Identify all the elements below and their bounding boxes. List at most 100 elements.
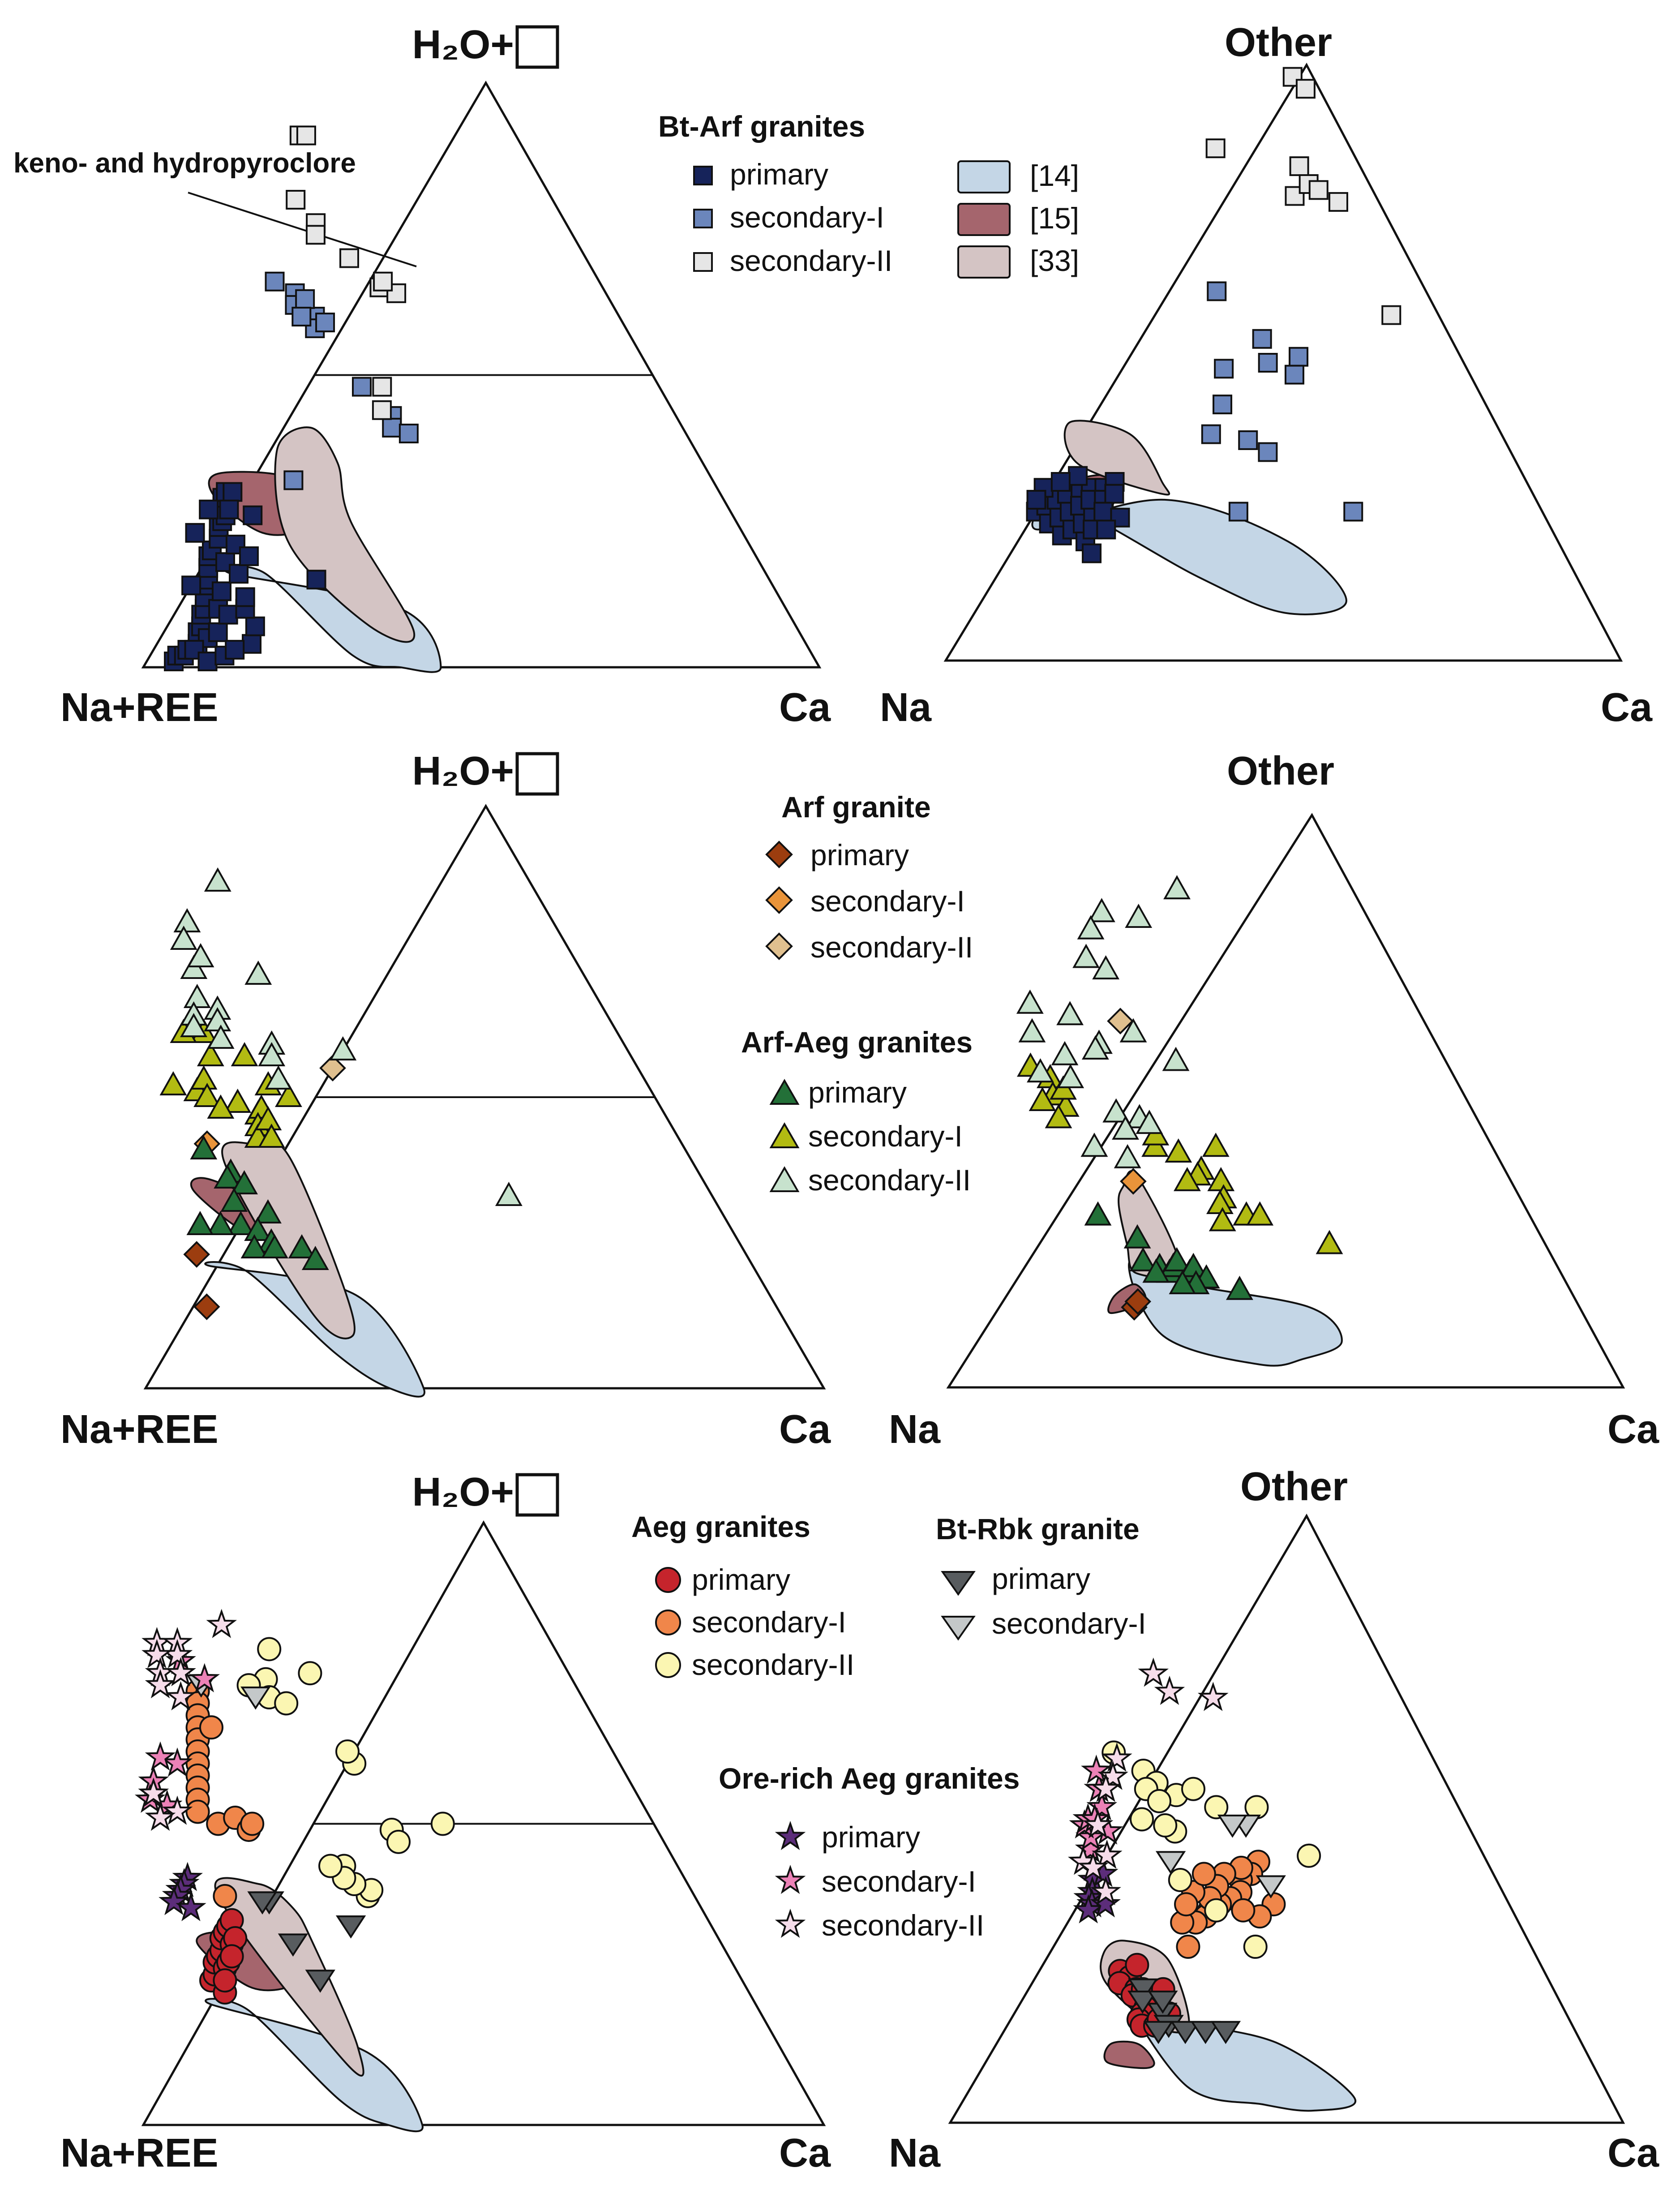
legend-label: secondary-I <box>810 884 965 918</box>
data-point <box>213 1968 237 1993</box>
data-point <box>254 1199 282 1223</box>
data-point <box>242 634 261 654</box>
data-point <box>244 1216 272 1241</box>
data-point <box>305 225 326 245</box>
legend-title: Bt-Arf granites <box>658 110 865 143</box>
legend-marker-primary <box>765 841 793 868</box>
data-point <box>1258 442 1278 462</box>
data-point <box>1191 1862 1216 1886</box>
series-aeg-granitessecondary-ii <box>236 1637 455 1908</box>
apex-label-right: Ca <box>1601 685 1653 730</box>
data-point <box>1093 502 1114 522</box>
series-arf-granitesecondary-i <box>1120 1168 1147 1195</box>
legend-label: secondary-I <box>992 1607 1146 1640</box>
data-point <box>173 908 201 932</box>
data-point <box>1136 1110 1163 1134</box>
data-point <box>1090 1773 1121 1802</box>
data-point <box>386 1829 411 1854</box>
data-point <box>176 1892 206 1922</box>
data-point <box>1210 2021 1241 2044</box>
legend-label: [14] <box>1030 159 1079 192</box>
data-point <box>1169 1270 1196 1294</box>
data-point <box>243 505 263 525</box>
data-point <box>180 1013 208 1037</box>
legend-marker-secondary-1 <box>765 886 793 914</box>
data-point <box>1213 395 1233 415</box>
series-bt-arf-granitessecondary-ii <box>286 125 407 420</box>
apex-label-left: Na <box>880 685 932 730</box>
data-point <box>185 523 205 543</box>
data-point <box>247 1891 278 1915</box>
data-point <box>257 1637 282 1661</box>
data-point <box>1130 1807 1154 1832</box>
legend-label: secondary-I <box>692 1605 846 1639</box>
data-point <box>1238 430 1258 450</box>
data-point <box>183 983 211 1008</box>
data-point <box>372 377 392 397</box>
data-point <box>1114 1144 1141 1168</box>
legend-arf-aeg: Arf-Aeg granites primary secondary-I sec… <box>741 1026 973 1197</box>
apex-label-left: Na <box>889 2131 941 2176</box>
legend-ore-aeg: Ore-rich Aeg granites primary secondary-… <box>719 1762 1020 1942</box>
data-point <box>231 1042 258 1066</box>
data-point <box>1051 1041 1079 1065</box>
legend-title: Bt-Rbk granite <box>936 1512 1140 1545</box>
data-point <box>1082 1809 1114 1839</box>
data-point <box>199 499 219 519</box>
apex-label-top: H₂O+ <box>412 22 514 67</box>
data-point <box>223 482 243 502</box>
data-point <box>286 190 306 210</box>
data-point <box>1091 1839 1123 1869</box>
apex-label-left: Na <box>889 1407 941 1452</box>
data-point <box>352 377 372 397</box>
data-point <box>254 1106 282 1130</box>
legend-label: primary <box>808 1076 907 1109</box>
data-point <box>1174 1167 1201 1191</box>
data-point <box>1163 1247 1191 1271</box>
data-point <box>373 271 393 292</box>
data-point <box>274 1691 299 1716</box>
data-point <box>190 1135 218 1159</box>
legend-marker-primary <box>693 166 713 185</box>
data-point <box>186 1210 214 1235</box>
data-point <box>399 424 419 443</box>
legend-label: secondary-II <box>730 244 892 277</box>
data-point <box>1209 1207 1236 1232</box>
data-point <box>1068 466 1088 486</box>
data-point <box>305 1970 335 1993</box>
series-aeg-granitessecondary-i <box>185 1679 265 1908</box>
series-bt-rbk-granitesecondary-i <box>1155 1815 1286 1899</box>
data-point <box>227 1210 255 1235</box>
data-point <box>1016 989 1044 1014</box>
data-point <box>240 1687 271 1710</box>
apex-label-top: Other <box>1225 20 1332 65</box>
data-point <box>219 499 239 519</box>
series-bt-rbk-graniteprimary <box>247 1891 366 1993</box>
legend-label: secondary-II <box>808 1163 971 1197</box>
data-point <box>138 1777 169 1807</box>
legend-marker-secondary-2 <box>769 1166 800 1192</box>
data-point <box>335 1915 366 1939</box>
data-point <box>197 1042 224 1066</box>
data-point <box>1090 1888 1121 1918</box>
data-point <box>1073 1894 1104 1923</box>
data-point <box>265 1065 292 1090</box>
apex-label-top: H₂O+ <box>412 749 514 794</box>
legend-label: primary <box>810 838 909 871</box>
apex-label-left: Na+REE <box>60 2131 219 2176</box>
legend-label: secondary-II <box>810 931 973 964</box>
data-point <box>162 1747 193 1777</box>
apex-label-right: Ca <box>1607 1407 1659 1452</box>
data-point <box>1057 1064 1084 1088</box>
data-point <box>315 313 335 333</box>
data-point <box>306 570 326 590</box>
data-point <box>145 1669 176 1699</box>
data-point <box>1190 2021 1221 2044</box>
field-33 <box>214 1877 364 2077</box>
series-arf-graniteprimary <box>183 1241 220 1320</box>
data-point <box>204 867 231 892</box>
data-point <box>231 1170 258 1194</box>
legend-marker-secondary-1 <box>693 209 713 228</box>
data-point <box>1316 1230 1343 1254</box>
legend-marker-secondary-2 <box>765 932 793 960</box>
